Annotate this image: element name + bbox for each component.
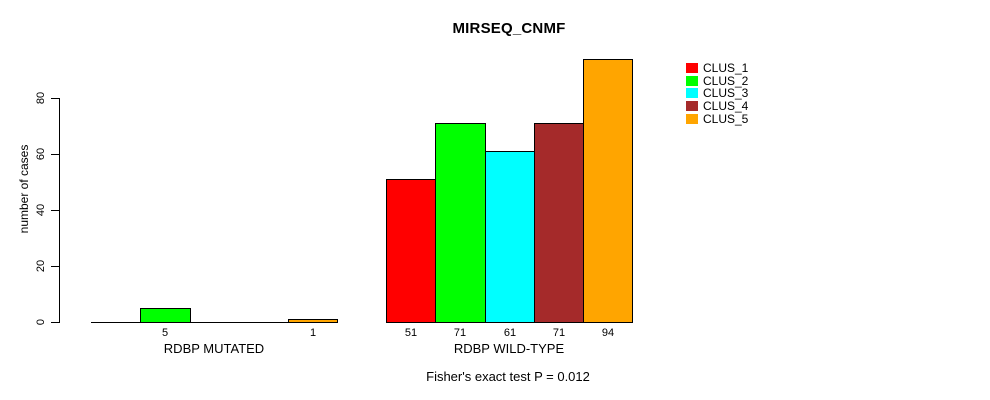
bar-value-label: 5 — [161, 327, 169, 339]
legend-item-clus-5: CLUS_5 — [686, 112, 748, 125]
y-tick-label: 80 — [35, 91, 47, 105]
bar-value-label: 51 — [404, 327, 418, 339]
legend-swatch-clus-1 — [686, 63, 698, 74]
legend-item-clus-1: CLUS_1 — [686, 62, 748, 75]
y-axis-tick — [51, 266, 60, 267]
legend-label-clus-1: CLUS_1 — [703, 61, 749, 76]
x-category-label-wildtype: RDBP WILD-TYPE — [453, 341, 565, 356]
legend-label-clus-3: CLUS_3 — [703, 86, 749, 101]
bar-clus_2-wildtype — [435, 123, 486, 323]
x-category-label-mutated: RDBP MUTATED — [163, 341, 265, 356]
legend-item-clus-3: CLUS_3 — [686, 87, 748, 100]
legend-label-clus-4: CLUS_4 — [703, 99, 749, 114]
legend-label-clus-2: CLUS_2 — [703, 73, 749, 88]
bar-value-label: 61 — [503, 327, 517, 339]
bar-value-label: 94 — [601, 327, 615, 339]
bar-clus_5-mutated — [288, 319, 338, 323]
bar-value-label: 71 — [453, 327, 467, 339]
legend-item-clus-4: CLUS_4 — [686, 100, 748, 113]
y-axis-tick — [51, 154, 60, 155]
chart-title: MIRSEQ_CNMF — [452, 20, 566, 37]
y-axis-tick — [51, 210, 60, 211]
y-tick-label: 20 — [35, 259, 47, 273]
legend: CLUS_1 CLUS_2 CLUS_3 CLUS_4 CLUS_5 — [686, 62, 748, 125]
bar-clus_4-wildtype — [534, 123, 584, 323]
legend-swatch-clus-3 — [686, 88, 698, 99]
bar-clus_5-wildtype — [583, 59, 633, 323]
legend-swatch-clus-5 — [686, 113, 698, 124]
x-baseline — [91, 322, 337, 323]
y-axis-tick — [51, 98, 60, 99]
bar-value-label: 1 — [309, 327, 317, 339]
bar-clus_2-mutated — [140, 308, 191, 323]
legend-swatch-clus-2 — [686, 75, 698, 86]
y-axis-tick — [51, 322, 60, 323]
bar-clus_1-wildtype — [386, 179, 436, 323]
legend-label-clus-5: CLUS_5 — [703, 111, 749, 126]
bar-clus_3-wildtype — [485, 151, 535, 323]
fisher-test-footnote: Fisher's exact test P = 0.012 — [426, 369, 590, 384]
y-tick-label: 60 — [35, 147, 47, 161]
bar-value-label: 71 — [552, 327, 566, 339]
legend-item-clus-2: CLUS_2 — [686, 75, 748, 88]
y-tick-label: 40 — [35, 203, 47, 217]
y-tick-label: 0 — [35, 318, 47, 326]
legend-swatch-clus-4 — [686, 101, 698, 112]
